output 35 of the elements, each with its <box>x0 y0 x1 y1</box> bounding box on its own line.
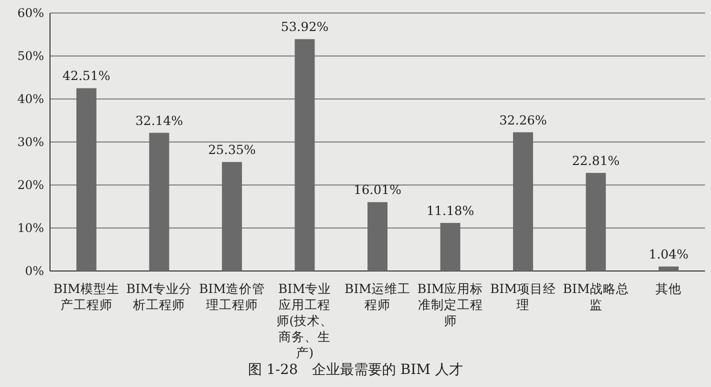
bar <box>368 202 388 271</box>
bar <box>513 132 534 271</box>
data-label: 1.04% <box>648 246 689 262</box>
y-tick-label: 0% <box>24 264 44 278</box>
bar <box>586 172 606 271</box>
y-tick-label: 50% <box>17 49 44 63</box>
y-tick-label: 20% <box>17 178 44 192</box>
x-tick-label: BIM造价管理工程师 <box>198 281 265 313</box>
y-tick-label: 40% <box>17 92 44 106</box>
y-tick-label: 30% <box>17 135 44 149</box>
data-label: 32.14% <box>135 112 184 128</box>
bar <box>294 39 315 271</box>
x-tick-label: BIM项目经理 <box>490 281 556 313</box>
text: 图 1-28 企业最需要的 BIM 人才 <box>247 362 464 378</box>
bar <box>149 132 170 271</box>
x-tick-label: BIM模型生产工程师 <box>53 281 120 313</box>
x-tick-label: 其他 <box>654 281 683 297</box>
data-label: 22.81% <box>572 152 620 168</box>
x-tick-label: BIM专业应用工程师(技术、商务、生产) <box>275 281 334 361</box>
x-tick-label: BIM战略总监 <box>562 281 629 313</box>
bar <box>222 162 242 271</box>
x-tick-label: BIM专业分析工程师 <box>126 281 192 313</box>
data-label: 53.92% <box>280 19 329 34</box>
data-label: 42.51% <box>62 68 110 84</box>
bar <box>440 222 460 271</box>
y-tick-label: 60% <box>17 6 44 20</box>
bar <box>76 88 96 271</box>
data-label: 11.18% <box>426 202 474 218</box>
bar <box>658 266 679 271</box>
data-label: 25.35% <box>208 142 256 157</box>
y-tick-label: 10% <box>17 221 44 235</box>
data-label: 16.01% <box>354 182 402 198</box>
x-tick-label: BIM应用标准制定工程师 <box>417 281 484 329</box>
data-label: 32.26% <box>499 112 548 128</box>
x-tick-label: BIM运维工程师 <box>344 281 410 313</box>
